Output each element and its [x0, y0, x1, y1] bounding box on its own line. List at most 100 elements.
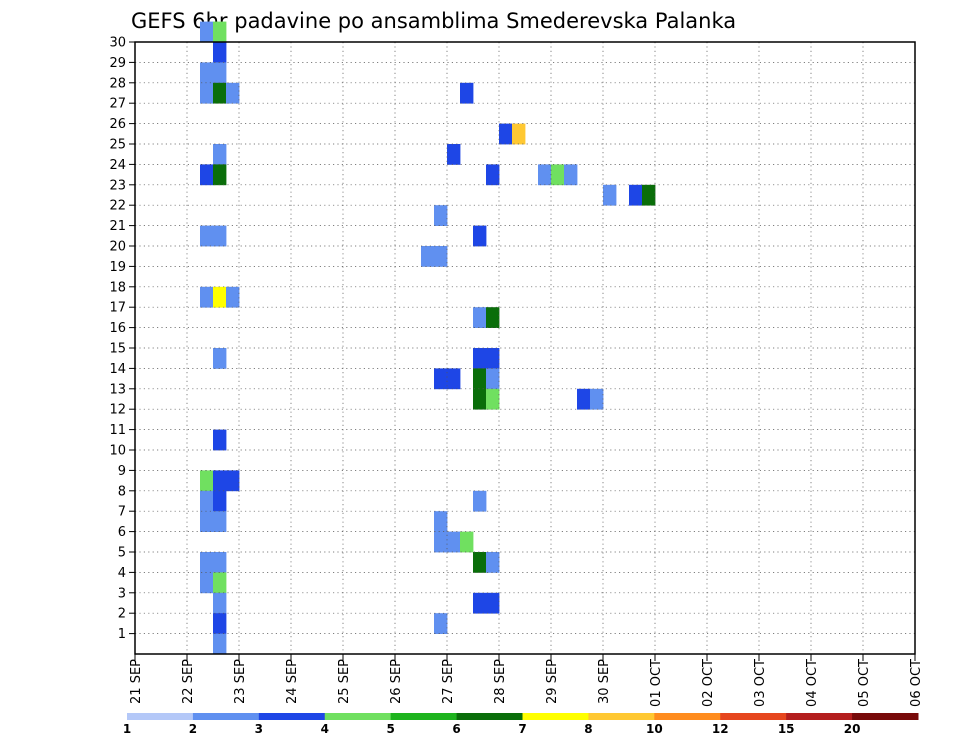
x-tick-label: 26 SEP	[389, 659, 404, 704]
ensemble-cell	[213, 286, 227, 308]
ensemble-cell	[213, 82, 227, 104]
grid-lines	[135, 42, 915, 654]
ensemble-cell	[447, 368, 461, 390]
ensemble-cell	[213, 552, 227, 573]
ensemble-cell	[213, 592, 227, 614]
ensemble-cell	[499, 123, 513, 145]
colorbar-label: 5	[386, 722, 394, 736]
y-tick-label: 28	[109, 76, 126, 91]
x-tick-label: 05 OCT	[857, 659, 872, 707]
ensemble-cell	[473, 348, 487, 369]
ensemble-cell	[200, 490, 214, 512]
x-tick-label: 03 OCT	[753, 659, 768, 707]
y-axis: 1234567891011121314151617181920212223242…	[109, 36, 135, 642]
ensemble-cell	[434, 531, 448, 553]
ensemble-cell	[447, 531, 461, 553]
colorbar-label: 10	[646, 722, 663, 736]
y-tick-label: 26	[109, 117, 126, 132]
x-tick-label: 01 OCT	[649, 659, 664, 707]
colorbar-swatch	[588, 713, 655, 720]
ensemble-cell	[486, 348, 500, 369]
ensemble-cell	[200, 511, 214, 532]
ensemble-cell	[213, 42, 227, 63]
y-tick-label: 16	[109, 321, 126, 336]
colorbar-swatch	[192, 713, 260, 720]
ensemble-cell	[473, 490, 487, 512]
x-tick-label: 24 SEP	[285, 659, 300, 704]
ensemble-cell	[486, 592, 500, 614]
ensemble-cell	[213, 348, 227, 369]
colorbar-label: 6	[452, 722, 460, 736]
ensemble-cell	[200, 82, 214, 104]
ensemble-cell	[213, 21, 227, 43]
colorbar-label: 20	[844, 722, 861, 736]
ensemble-cell	[213, 429, 227, 451]
y-tick-label: 30	[109, 36, 126, 51]
x-tick-label: 23 SEP	[233, 659, 248, 704]
ensemble-cell	[200, 552, 214, 573]
ensemble-cell	[590, 388, 604, 410]
x-tick-label: 02 OCT	[701, 659, 716, 707]
x-tick-label: 06 OCT	[909, 659, 924, 707]
colorbar-label: 4	[321, 722, 329, 736]
x-tick-label: 28 SEP	[493, 659, 508, 704]
y-tick-label: 1	[118, 627, 126, 642]
ensemble-cell	[213, 62, 227, 84]
colorbar-swatch	[258, 713, 326, 720]
chart-title: GEFS 6hr padavine po ansamblima Smederev…	[131, 9, 736, 33]
colorbar-swatch	[720, 713, 787, 720]
ensemble-cell	[473, 388, 487, 410]
y-tick-label: 15	[109, 342, 126, 357]
ensemble-cell	[577, 388, 591, 410]
y-tick-label: 22	[109, 199, 126, 214]
ensemble-cell	[200, 21, 214, 43]
ensemble-cell	[473, 225, 487, 247]
colorbar-label: 1	[123, 722, 131, 736]
y-tick-label: 6	[118, 525, 126, 540]
y-tick-label: 5	[118, 546, 126, 561]
y-tick-label: 7	[118, 505, 126, 520]
ensemble-cell	[629, 184, 643, 206]
y-tick-label: 20	[109, 240, 126, 255]
colorbar-label: 12	[712, 722, 729, 736]
y-tick-label: 10	[109, 444, 126, 459]
ensemble-cell	[213, 144, 227, 165]
ensemble-cell	[226, 470, 240, 492]
ensemble-cell	[473, 592, 487, 614]
ensemble-cell	[213, 164, 227, 186]
ensemble-cell	[200, 225, 214, 247]
ensemble-cell	[200, 470, 214, 492]
ensemble-cell	[226, 286, 240, 308]
y-tick-label: 17	[109, 301, 126, 316]
ensemble-cell	[486, 552, 500, 573]
colorbar-swatch	[654, 713, 721, 720]
ensemble-cell	[213, 490, 227, 512]
x-tick-label: 27 SEP	[441, 659, 456, 704]
ensemble-cell	[434, 368, 448, 390]
colorbar-label: 3	[255, 722, 263, 736]
ensemble-cell	[460, 82, 474, 104]
ensemble-cell	[473, 552, 487, 573]
ensemble-cell	[200, 164, 214, 186]
y-tick-label: 4	[118, 566, 126, 581]
ensemble-cell	[642, 184, 656, 206]
y-tick-label: 18	[109, 280, 126, 295]
y-tick-label: 25	[109, 138, 126, 153]
ensemble-cell	[564, 164, 578, 186]
x-tick-label: 25 SEP	[337, 659, 352, 704]
colorbar-swatch	[324, 713, 392, 720]
y-tick-label: 13	[109, 382, 126, 397]
colorbar-label: 8	[584, 722, 592, 736]
y-tick-label: 27	[109, 97, 126, 112]
y-tick-label: 23	[109, 178, 126, 193]
ensemble-cell	[434, 613, 448, 634]
ensemble-cell	[213, 511, 227, 532]
x-tick-label: 22 SEP	[181, 659, 196, 704]
ensemble-cell	[200, 572, 214, 594]
ensemble-cell	[473, 307, 487, 328]
colorbar-swatch	[852, 713, 919, 720]
y-tick-label: 29	[109, 56, 126, 71]
ensemble-cell	[213, 225, 227, 247]
ensemble-cell	[460, 531, 474, 553]
ensemble-cell	[200, 62, 214, 84]
